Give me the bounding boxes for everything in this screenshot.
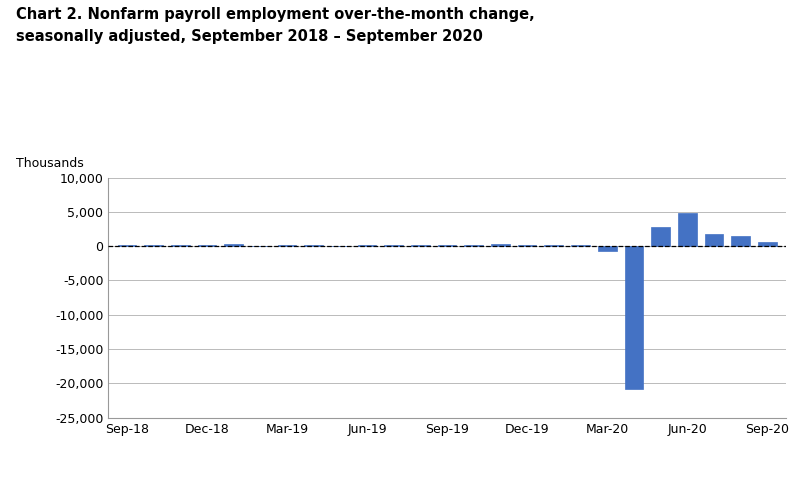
Bar: [758, 241, 776, 246]
Bar: [705, 234, 723, 246]
Bar: [277, 245, 297, 246]
Text: Thousands: Thousands: [16, 157, 83, 170]
Bar: [731, 236, 750, 246]
Bar: [678, 214, 697, 246]
Bar: [411, 245, 430, 246]
Bar: [384, 245, 403, 246]
Bar: [225, 244, 243, 246]
Bar: [625, 246, 643, 389]
Bar: [464, 245, 483, 246]
Bar: [651, 228, 670, 246]
Bar: [438, 245, 456, 246]
Bar: [305, 245, 323, 246]
Bar: [597, 246, 617, 251]
Bar: [197, 245, 217, 246]
Bar: [518, 245, 537, 246]
Bar: [491, 244, 510, 246]
Bar: [118, 245, 136, 246]
Bar: [545, 245, 563, 246]
Bar: [144, 245, 163, 246]
Text: Chart 2. Nonfarm payroll employment over-the-month change,: Chart 2. Nonfarm payroll employment over…: [16, 7, 535, 22]
Bar: [171, 245, 189, 246]
Text: seasonally adjusted, September 2018 – September 2020: seasonally adjusted, September 2018 – Se…: [16, 29, 483, 44]
Bar: [571, 245, 589, 246]
Bar: [358, 245, 376, 246]
